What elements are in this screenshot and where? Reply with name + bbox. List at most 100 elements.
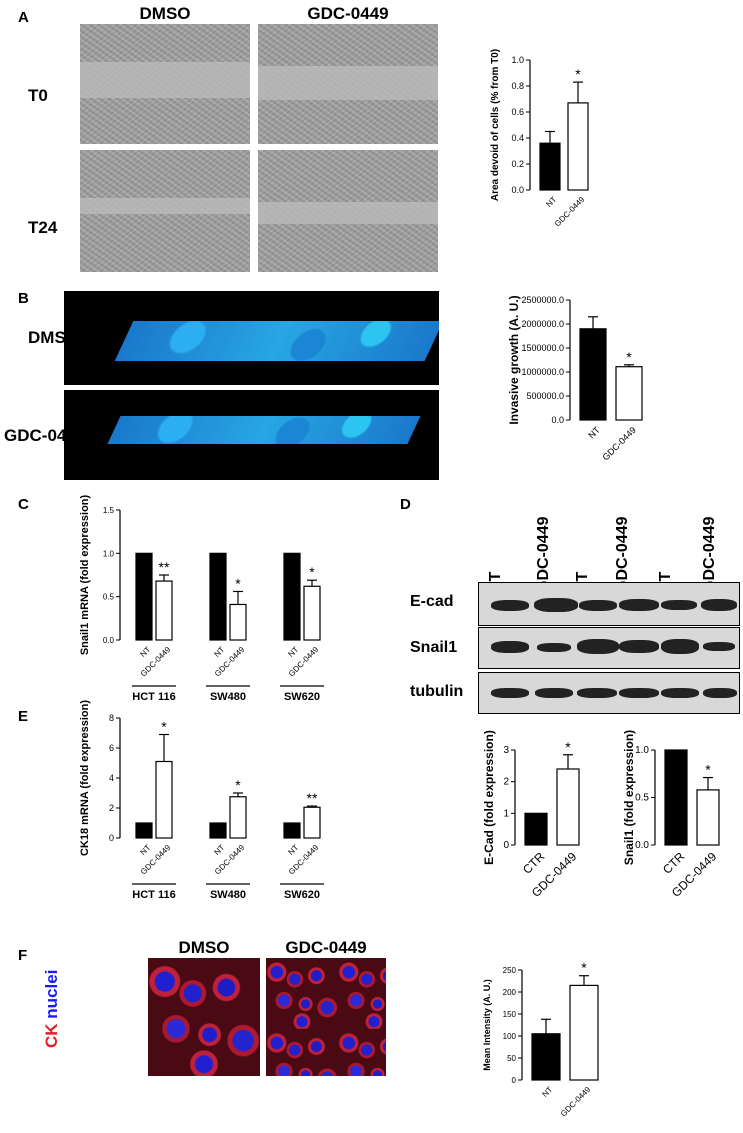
blot-label-ecad: E-cad xyxy=(410,593,454,610)
panel-letter-d: D xyxy=(400,496,411,513)
micrograph-gdc-t24 xyxy=(258,150,438,272)
y-tick-label: 1.0 xyxy=(103,549,115,558)
x-tick-label: NT xyxy=(138,645,152,659)
bar xyxy=(539,142,561,191)
bar xyxy=(155,760,173,839)
group-label: SW620 xyxy=(284,889,320,901)
micrograph-dmso-t0 xyxy=(80,24,250,144)
confocal-dmso xyxy=(64,291,439,385)
y-tick-label: 250 xyxy=(503,966,517,975)
blot-label-snail1: Snail1 xyxy=(410,639,458,656)
bar xyxy=(664,749,688,846)
y-tick-label: 50 xyxy=(507,1054,516,1063)
y-axis-label: E-Cad (fold expression) xyxy=(482,730,496,865)
bar xyxy=(531,1033,561,1081)
y-tick-label: 0.6 xyxy=(511,107,524,117)
y-tick-label: 1.0 xyxy=(511,55,524,65)
y-tick-label: 2000000.0 xyxy=(521,319,564,329)
significance-mark: * xyxy=(581,960,587,976)
group-label: SW620 xyxy=(284,691,320,703)
bar xyxy=(303,585,321,641)
x-tick-label: NT xyxy=(544,195,558,209)
chart-body: 0.0 0.2 0.4 0.6 0.8 1.0 Area devoid of cells (… xyxy=(490,49,589,229)
y-tick-label: 500000.0 xyxy=(526,391,564,401)
bar xyxy=(696,789,720,846)
y-tick-label: 150 xyxy=(503,1010,517,1019)
significance-mark: * xyxy=(705,762,711,778)
significance-mark: * xyxy=(309,564,315,580)
bar xyxy=(569,984,599,1081)
x-tick-label: NT xyxy=(286,645,300,659)
bar xyxy=(209,552,227,641)
y-axis-label: Invasive growth (A. U.) xyxy=(507,295,521,424)
x-tick-label: NT xyxy=(286,843,300,857)
y-tick-label: 3 xyxy=(503,745,509,756)
y-tick-label: 0.0 xyxy=(635,840,649,851)
y-tick-label: 1500000.0 xyxy=(521,343,564,353)
y-tick-label: 0 xyxy=(512,1076,517,1085)
row-label-b-gdc: GDC-0449 xyxy=(4,426,86,445)
y-tick-label: 2500000.0 xyxy=(521,295,564,305)
y-tick-label: 1000000.0 xyxy=(521,367,564,377)
row-label-t24: T24 xyxy=(28,218,58,237)
blot-label-tubulin: tubulin xyxy=(410,683,464,700)
x-tick-label: GDC-0449 xyxy=(553,195,587,229)
y-tick-label: 0.0 xyxy=(511,185,524,195)
group-label: HCT 116 xyxy=(132,889,175,901)
y-tick-label: 1 xyxy=(503,808,509,819)
col-title-gdc: GDC-0449 xyxy=(307,4,389,23)
y-tick-label: 0 xyxy=(109,833,114,843)
stain-ck-label: CK xyxy=(42,1023,61,1048)
bar xyxy=(567,102,589,191)
y-tick-label: 100 xyxy=(503,1032,517,1041)
significance-mark: * xyxy=(235,575,241,591)
bar xyxy=(303,806,321,839)
stain-label: CK nuclei xyxy=(42,970,62,1048)
x-tick-label: CTR xyxy=(660,849,688,877)
bar xyxy=(524,812,548,846)
micrograph-dmso-t24 xyxy=(80,150,250,272)
group-label: HCT 116 xyxy=(132,691,175,703)
bar xyxy=(229,796,247,839)
row-label-b-dmso: DMSO xyxy=(28,328,79,347)
bar xyxy=(283,822,301,839)
bar xyxy=(209,822,227,839)
bar xyxy=(579,328,607,421)
significance-mark: ** xyxy=(307,790,318,806)
col-title-dmso: DMSO xyxy=(139,4,191,23)
y-tick-label: 8 xyxy=(109,713,114,723)
y-axis-label: Snail1 (fold expression) xyxy=(622,730,636,865)
y-tick-label: 4 xyxy=(109,773,114,783)
chart-body: 0 50 100 150 200 250 Mean Intensity (A. U.) NT *… xyxy=(482,960,599,1119)
significance-mark: * xyxy=(565,739,571,755)
bar xyxy=(229,603,247,641)
significance-mark: * xyxy=(626,349,632,365)
x-tick-label: GDC-0449 xyxy=(559,1085,593,1119)
group-label: SW480 xyxy=(210,691,246,703)
chart-a-area-devoid: 0.0 0.2 0.4 0.6 0.8 1.0 Area devoid of cells (… xyxy=(490,49,589,229)
blot-tubulin xyxy=(478,672,740,714)
f-col-title-gdc: GDC-0449 xyxy=(285,938,367,957)
bar xyxy=(135,822,153,839)
y-axis-label: CK18 mRNA (fold expression) xyxy=(79,700,91,856)
panel-letter-f: F xyxy=(18,947,28,964)
confocal-gdc xyxy=(64,390,439,480)
y-tick-label: 2 xyxy=(503,777,509,788)
x-tick-label: NT xyxy=(212,843,226,857)
y-tick-label: 1.5 xyxy=(103,506,115,515)
y-tick-label: 0.0 xyxy=(103,636,115,645)
chart-c-snail1-mrna: 0.0 0.5 1.0 1.5 Snail1 mRNA (fold expression… xyxy=(79,494,324,703)
chart-body: 0.0 500000.0 1000000.0 1500000.0 2000000.0 25… xyxy=(507,295,643,462)
x-tick-label: NT xyxy=(138,843,152,857)
y-tick-label: 1.0 xyxy=(635,745,649,756)
row-label-t0: T0 xyxy=(28,86,48,105)
y-tick-label: 0.4 xyxy=(511,133,524,143)
blot-ecad xyxy=(478,582,740,626)
x-tick-label: NT xyxy=(540,1085,554,1099)
micrograph-gdc-t0 xyxy=(258,24,438,144)
y-tick-label: 0.0 xyxy=(551,415,564,425)
x-tick-label: NT xyxy=(212,645,226,659)
